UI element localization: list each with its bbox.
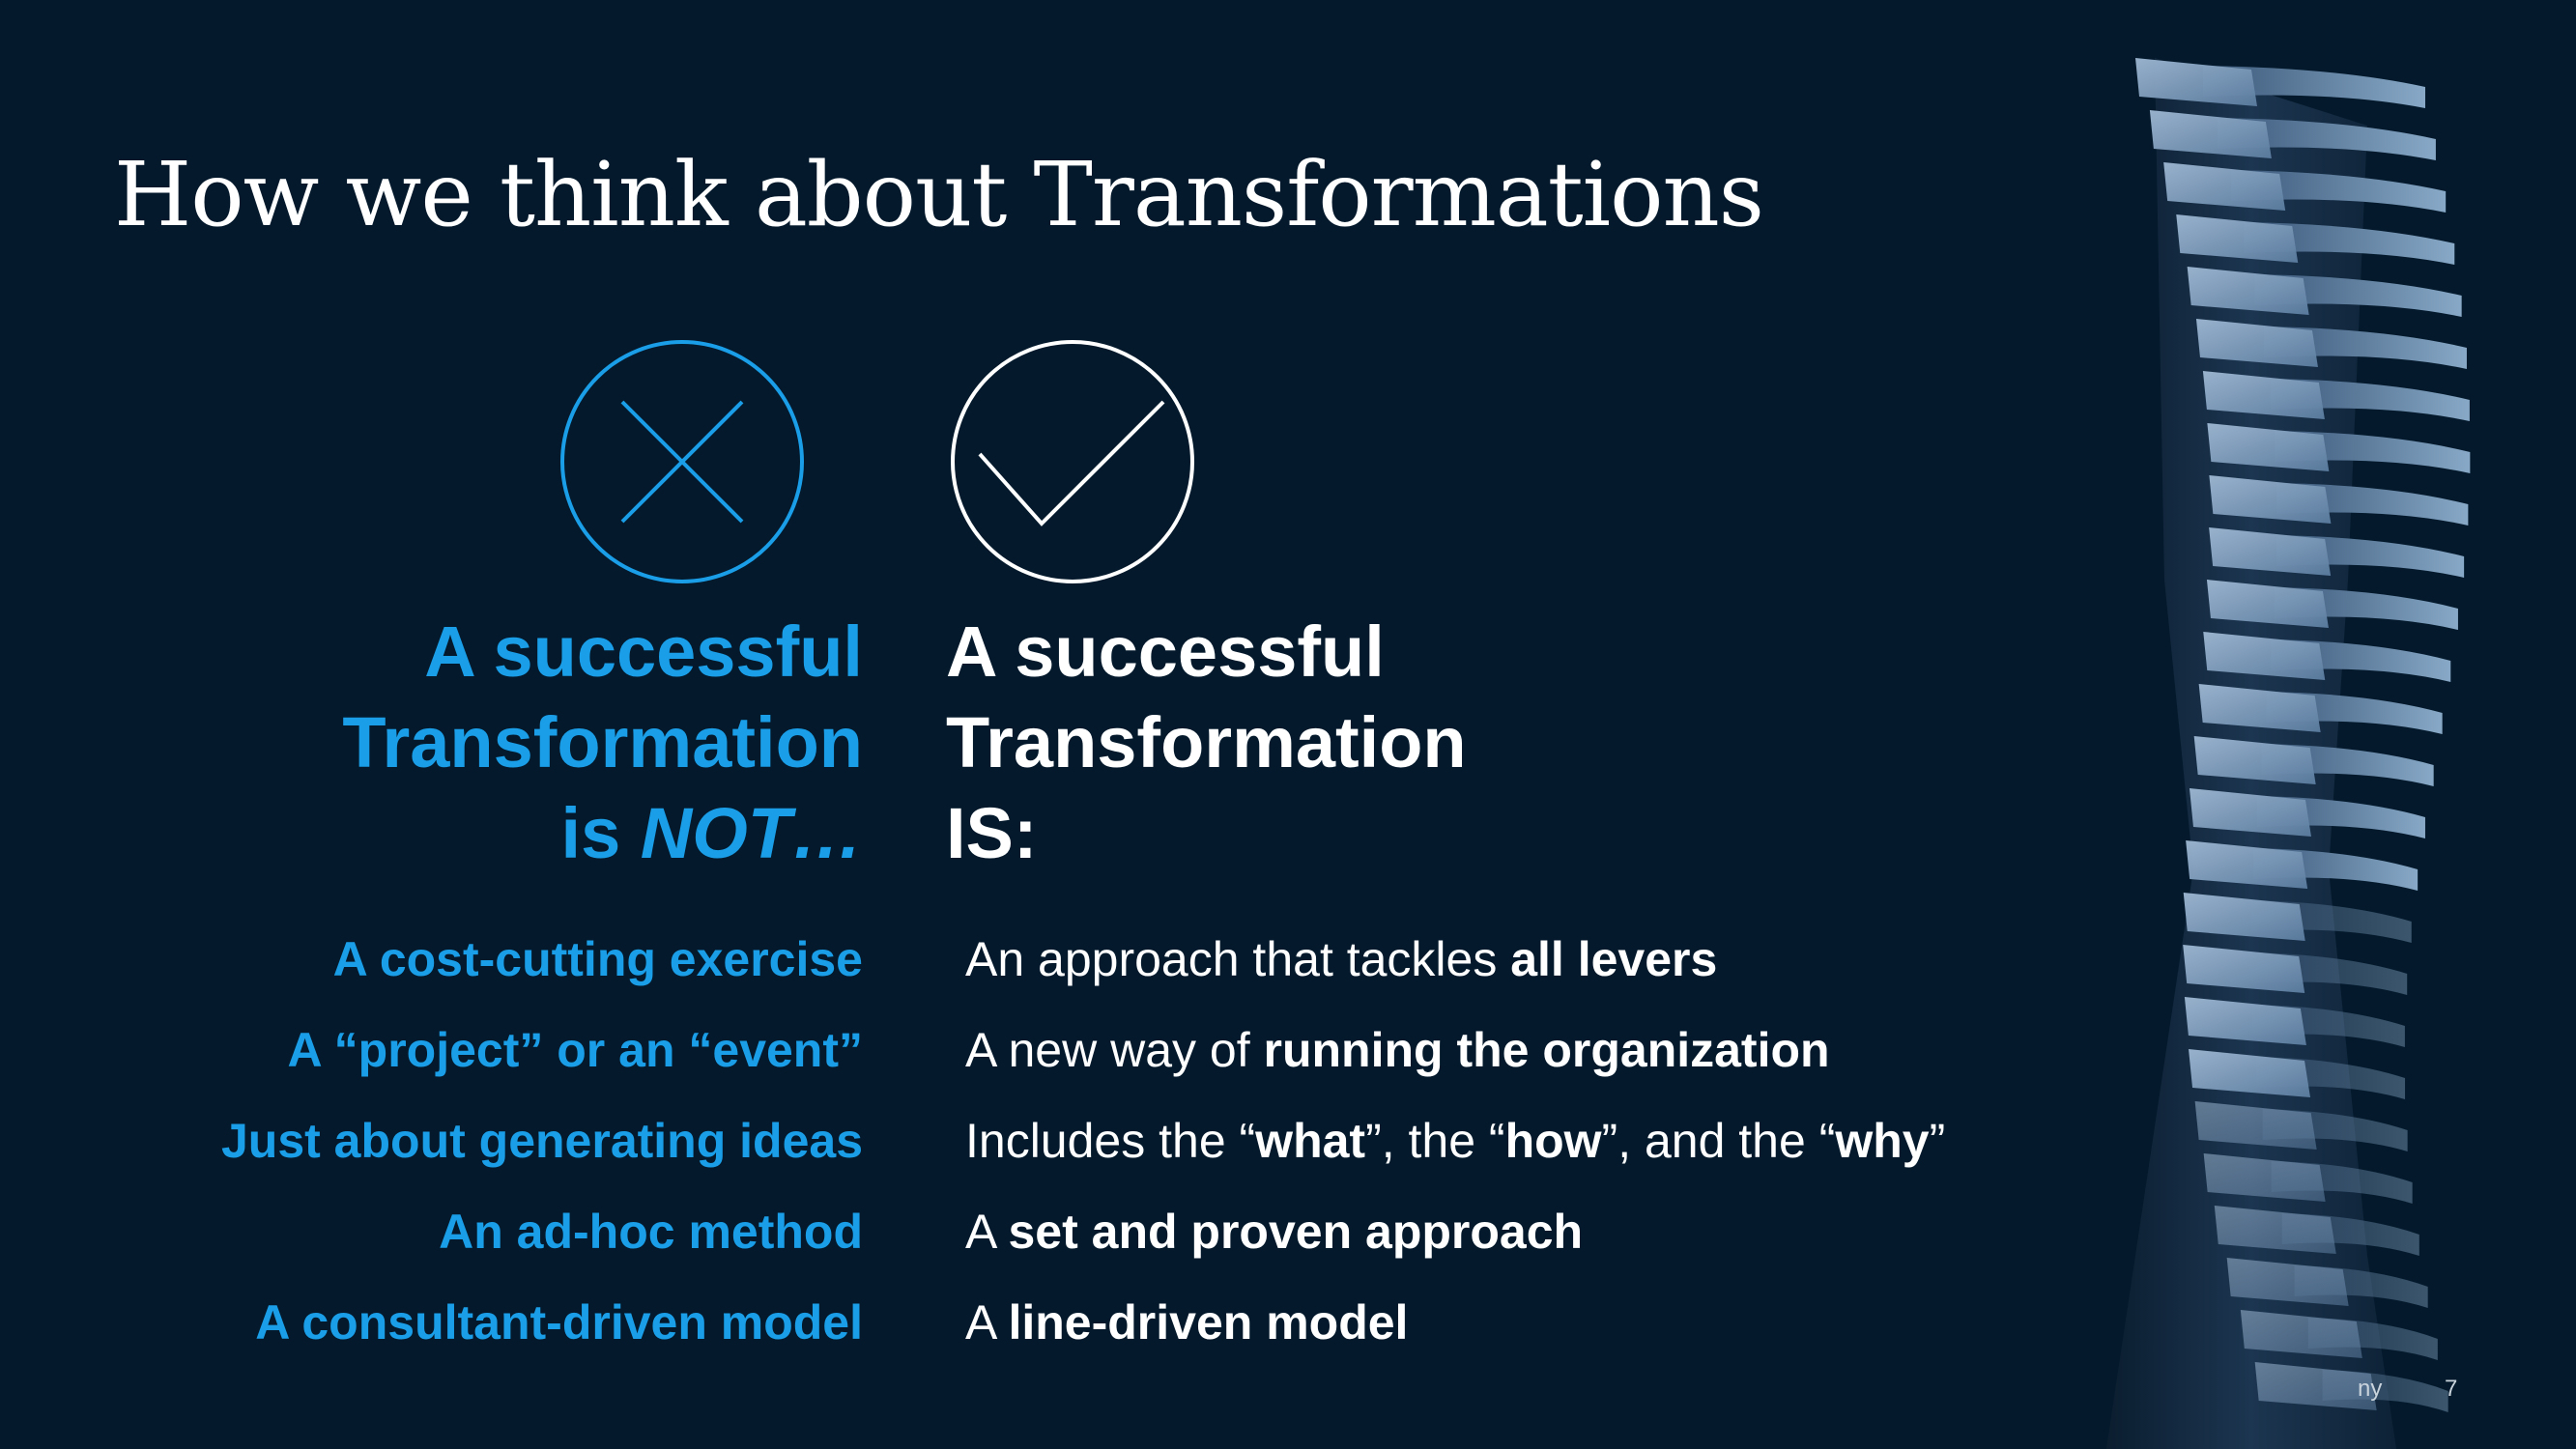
slide-title: How we think about Transformations [114,143,1764,246]
tower-slab [2176,214,2299,263]
is-item-text: A [965,1205,1009,1259]
tower-fin [2217,118,2436,160]
tower-slab [2194,1101,2317,1150]
x-circle-icon [560,340,804,583]
not-list: A cost-cutting exercise A “project” or a… [221,929,863,1383]
tower-slab [2226,1258,2349,1306]
tower-slab [2209,475,2332,524]
tower-slab [2163,162,2286,211]
is-item-bold: running the organization [1263,1023,1830,1077]
tower-slab [2202,371,2325,419]
is-heading-line1: A successful [946,611,1385,692]
tower-slab [2135,58,2257,106]
not-list-item: A cost-cutting exercise [332,932,863,986]
tower-slab [2183,893,2305,941]
is-item-text: Includes the “ [965,1114,1256,1168]
tower-slab [2240,1310,2362,1358]
not-list-item: A “project” or an “event” [287,1023,863,1077]
is-item-text: A [965,1295,1009,1350]
is-item-bold: set and proven approach [1008,1205,1584,1259]
is-item-text: A new way of [965,1023,1264,1077]
not-list-item: An ad-hoc method [439,1205,863,1259]
is-item-text: An approach that tackles [965,932,1511,986]
tower-slab [2149,110,2272,158]
not-list-item: A consultant-driven model [255,1295,863,1350]
tower-fin [2244,222,2455,265]
not-heading-line3: is NOT… [342,788,863,879]
is-list-item: A new way of running the organization [965,1020,1945,1111]
tower-fin [2231,170,2447,213]
is-item-bold: why [1835,1114,1930,1168]
is-item-bold: line-driven model [1008,1295,1409,1350]
is-item-bold: what [1255,1114,1366,1168]
tower-slab [2203,632,2326,680]
tower-slab [2189,788,2311,837]
tower-slab [2254,1362,2377,1410]
is-list-item: A line-driven model [965,1293,1945,1383]
is-list-item: A set and proven approach [965,1202,1945,1293]
tower-slab [2187,267,2309,315]
not-heading-line1: A successful [424,611,863,692]
is-item-bold: how [1504,1114,1602,1168]
tower-slab [2203,1153,2326,1202]
tower-slab [2206,580,2329,628]
tower-fin [2270,379,2470,421]
check-circle-icon [951,340,1194,583]
is-heading-line2: Transformation [946,702,1467,782]
tower-slab [2207,423,2330,471]
tower-fin [2254,274,2462,317]
tower-slab [2209,527,2332,576]
tower-slab [2195,319,2318,367]
tower-slab [2189,1049,2311,1097]
tower-slab [2193,736,2316,784]
is-list-item: An approach that tackles all levers [965,929,1945,1020]
is-item-text: ” [1929,1114,1946,1168]
page-number: 7 [2445,1376,2458,1402]
is-list-item: Includes the “what”, the “how”, and the … [965,1111,1945,1202]
tower-slab [2186,840,2308,889]
tower-slab [2184,997,2306,1045]
footer-text: ny [2358,1376,2383,1402]
not-heading-prefix: is [560,793,641,873]
not-heading-emphasis: NOT… [640,793,863,873]
not-list-item: Just about generating ideas [220,1114,863,1168]
twisted-tower-image [2106,58,2471,1449]
is-heading-line3: IS: [946,793,1038,873]
not-heading-line2: Transformation [342,702,863,782]
is-list: An approach that tackles all levers A ne… [965,929,1945,1383]
is-heading: A successful Transformation IS: [946,607,1467,879]
tower-fin [2263,327,2467,369]
tower-fin [2203,66,2425,108]
is-item-text: ”, the “ [1365,1114,1505,1168]
tower-slab [2214,1206,2336,1254]
is-item-bold: all levers [1510,932,1718,986]
tower-slab [2183,945,2305,993]
not-heading: A successful Transformation is NOT… [342,607,863,879]
is-item-text: ”, and the “ [1601,1114,1836,1168]
tower-slab [2198,684,2321,732]
